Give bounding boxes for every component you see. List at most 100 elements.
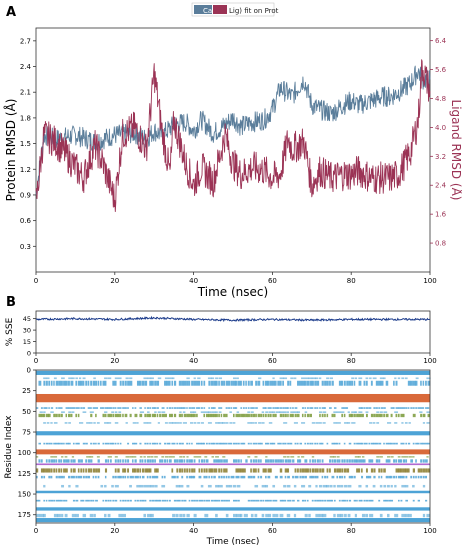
heatmap-band-segment — [378, 413, 381, 418]
heatmap-band-segment — [274, 459, 278, 463]
heatmap-band-segment — [72, 468, 76, 473]
heatmap-band-segment — [228, 380, 231, 386]
heatmap-band — [36, 490, 430, 494]
heatmap-band-fill — [36, 449, 430, 455]
heatmap-band-segment — [139, 475, 141, 479]
heatmap-band-segment — [343, 459, 346, 463]
heatmap-band-segment — [252, 459, 255, 463]
heatmap-band-segment — [218, 484, 223, 488]
heatmap-band-segment — [183, 468, 186, 473]
heatmap-band-segment — [90, 413, 93, 418]
heatmap-band-segment — [348, 499, 352, 502]
heatmap-band-segment — [197, 456, 202, 458]
heatmap-band-segment — [279, 407, 282, 409]
heatmap-band-segment — [378, 468, 381, 473]
heatmap-band-segment — [175, 484, 180, 488]
heatmap-band-segment — [254, 484, 259, 488]
heatmap-band-segment — [262, 407, 266, 409]
heatmap-band-segment — [240, 407, 242, 409]
heatmap-band-segment — [336, 411, 341, 414]
heatmap-band-segment — [316, 459, 319, 463]
heatmap-band-segment — [269, 459, 273, 463]
heatmap-band-segment — [46, 377, 50, 380]
heatmap-band-segment — [60, 407, 63, 409]
heatmap-band-segment — [58, 380, 61, 386]
heatmap-band-segment — [283, 377, 288, 380]
heatmap-band-segment — [104, 475, 107, 479]
heatmap-band-segment — [361, 499, 363, 502]
rmsd-x-tick-label: 20 — [110, 277, 119, 285]
heatmap-band-segment — [304, 468, 308, 473]
heatmap-band-segment — [225, 442, 228, 445]
heatmap-band-segment — [178, 407, 182, 409]
heatmap-band-segment — [358, 468, 361, 473]
heatmap-band-segment — [275, 411, 281, 414]
heatmap-band-segment — [53, 456, 58, 458]
heatmap-band-segment — [284, 413, 287, 418]
heatmap-band-fill — [36, 518, 430, 523]
heatmap-band-segment — [114, 499, 118, 502]
heatmap-band-segment — [104, 377, 108, 380]
heatmap-band-segment — [156, 413, 159, 418]
heatmap-band-segment — [286, 456, 290, 458]
heatmap-band-segment — [95, 442, 97, 445]
heatmap-band-segment — [247, 411, 251, 414]
heatmap-band-segment — [107, 442, 110, 445]
heatmap-band-segment — [114, 380, 117, 386]
legend-swatch-ca — [194, 5, 212, 14]
heatmap-band-segment — [315, 484, 318, 488]
heatmap-band-segment — [309, 459, 311, 463]
heatmap-band-segment — [272, 459, 275, 463]
heatmap-band-segment — [426, 377, 431, 380]
heatmap-band-segment — [358, 484, 362, 488]
heatmap-band-segment — [228, 442, 231, 445]
heatmap-x-tick-label: 80 — [347, 527, 356, 535]
heatmap-band-segment — [240, 459, 242, 463]
heatmap-band-segment — [124, 468, 127, 473]
heatmap-band-segment — [161, 456, 165, 458]
heatmap-band-segment — [93, 422, 96, 424]
heatmap-band-segment — [82, 380, 85, 386]
heatmap-band-segment — [100, 484, 104, 488]
heatmap-band-segment — [314, 380, 317, 386]
heatmap-band-segment — [61, 411, 65, 414]
heatmap-band-segment — [331, 380, 334, 386]
heatmap-band-segment — [220, 407, 223, 409]
heatmap-band-segment — [255, 413, 257, 418]
heatmap-band-segment — [171, 468, 174, 473]
heatmap-band-segment — [358, 456, 361, 458]
heatmap-band-segment — [370, 442, 374, 445]
heatmap-band-segment — [233, 484, 236, 488]
heatmap-band-segment — [186, 459, 189, 463]
heatmap-band-segment — [301, 422, 306, 424]
heatmap-band-segment — [118, 513, 123, 518]
heatmap-band-segment — [134, 468, 137, 473]
heatmap-band-segment — [393, 442, 396, 445]
heatmap-band-segment — [301, 456, 305, 458]
heatmap-band-segment — [61, 484, 65, 488]
sse-y-tick-label: 0 — [27, 350, 31, 358]
heatmap-band-segment — [139, 407, 142, 409]
heatmap-band-segment — [112, 407, 115, 409]
heatmap-band-segment — [333, 411, 338, 414]
heatmap-band-segment — [351, 413, 354, 418]
heatmap-band-segment — [58, 468, 61, 473]
heatmap-band-segment — [274, 499, 278, 502]
heatmap-band-segment — [269, 442, 273, 445]
heatmap-band-segment — [122, 413, 124, 418]
heatmap-band-segment — [90, 407, 92, 409]
heatmap-band-segment — [122, 459, 124, 463]
heatmap-band-segment — [260, 475, 263, 479]
heatmap-band-segment — [80, 380, 83, 386]
heatmap-band-segment — [236, 484, 241, 488]
heatmap-x-tick-label: 20 — [110, 527, 119, 535]
heatmap-band-segment — [358, 499, 362, 502]
heatmap-band-segment — [235, 442, 238, 445]
heatmap-band-segment — [50, 456, 54, 458]
heatmap-band-segment — [289, 499, 292, 502]
heatmap-band-segment — [63, 468, 66, 473]
heatmap-band-fill — [36, 370, 430, 375]
heatmap-band-segment — [387, 513, 390, 518]
heatmap-band-segment — [228, 499, 230, 502]
rmsd-series-line-1 — [35, 59, 431, 213]
